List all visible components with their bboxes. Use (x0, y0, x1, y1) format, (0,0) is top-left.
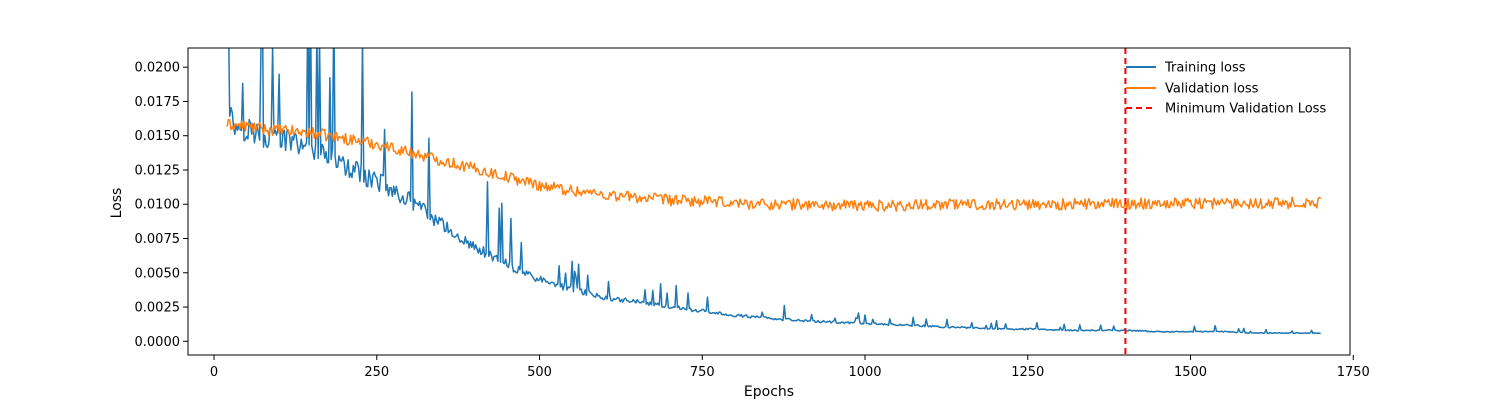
x-tick-label: 1250 (1011, 365, 1044, 380)
y-axis-ticks: 0.0000 0.0025 0.0050 0.0075 0.0100 0.0125 0.01… (135, 61, 188, 350)
x-tick-label: 1750 (1337, 365, 1370, 380)
x-axis-ticks: 0 250 500 750 1000 1250 1500 1750 (210, 355, 1370, 380)
y-axis-title: Loss (109, 188, 125, 219)
x-tick-label: 500 (527, 365, 552, 380)
y-tick-label: 0.0100 (135, 198, 181, 213)
y-tick-label: 0.0150 (135, 129, 181, 144)
y-tick-label: 0.0175 (135, 95, 181, 110)
legend-label-validation: Validation loss (1165, 82, 1259, 97)
y-tick-label: 0.0025 (135, 301, 181, 316)
y-tick-label: 0.0000 (135, 335, 181, 350)
x-tick-label: 250 (364, 365, 389, 380)
legend-label-min-val: Minimum Validation Loss (1165, 102, 1326, 117)
y-tick-label: 0.0075 (135, 232, 181, 247)
training-loss-line (228, 48, 1321, 335)
x-tick-label: 750 (690, 365, 715, 380)
plot-frame (187, 47, 1351, 356)
y-tick-label: 0.0050 (135, 266, 181, 281)
legend: Training loss Validation loss Minimum Va… (1126, 61, 1326, 117)
y-tick-label: 0.0200 (135, 61, 181, 76)
x-tick-label: 0 (210, 365, 218, 380)
y-tick-label: 0.0125 (135, 163, 181, 178)
x-tick-label: 1000 (848, 365, 881, 380)
x-axis-title: Epochs (744, 384, 794, 400)
validation-loss-line (226, 118, 1322, 212)
legend-label-training: Training loss (1164, 61, 1246, 76)
series-layer (226, 48, 1322, 335)
x-tick-label: 1500 (1174, 365, 1207, 380)
